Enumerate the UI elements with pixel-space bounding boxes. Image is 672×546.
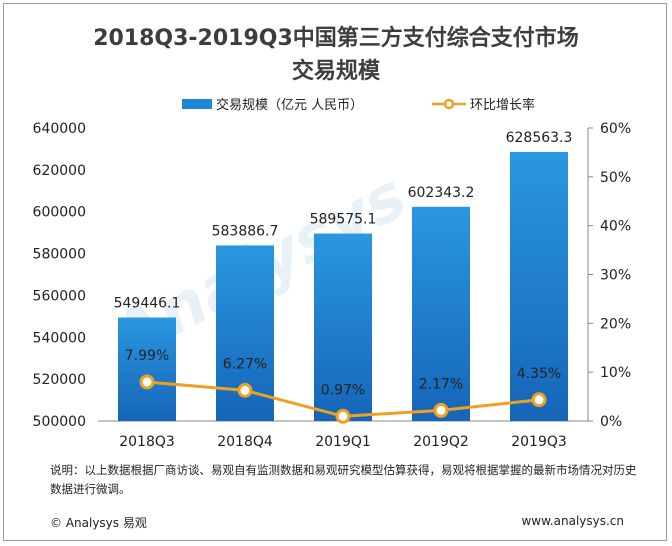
y-left-tick-label: 640000 <box>33 121 86 137</box>
legend-bar-swatch <box>182 98 212 109</box>
website-link[interactable]: www.analysys.cn <box>521 514 624 528</box>
bar-2019Q2 <box>412 206 470 421</box>
y-left-tick-label: 620000 <box>33 163 86 179</box>
growth-rate-point-2019Q2 <box>433 402 449 418</box>
y-right-tick-label: 20% <box>600 316 631 332</box>
x-tick-label: 2018Q3 <box>119 434 175 450</box>
legend-line-entry: 环比增长率 <box>432 94 535 113</box>
y-right-tick-label: 50% <box>600 170 631 186</box>
growth-rate-point-2018Q3 <box>139 374 155 390</box>
x-tick-label: 2019Q1 <box>315 434 371 450</box>
legend-bar-label: 交易规模（亿元 人民币） <box>216 98 364 113</box>
bar-2018Q3 <box>118 317 176 421</box>
y-right-tick-label: 10% <box>600 365 631 381</box>
legend-line-label: 环比增长率 <box>470 98 536 113</box>
bar-2019Q3 <box>510 151 568 422</box>
chart-title-line2: 交易规模 <box>291 59 380 84</box>
y-left-tick-label: 520000 <box>33 372 86 388</box>
growth-rate-label: 0.97% <box>321 382 365 398</box>
growth-rate-label: 2.17% <box>419 376 463 392</box>
x-tick-label: 2018Q4 <box>217 434 273 450</box>
growth-rate-point-2019Q3 <box>531 392 547 408</box>
y-right-tick-label: 0% <box>600 414 622 430</box>
footnote: 说明：以上数据根据厂商访谈、易观自有监测数据和易观研究模型估算获得，易观将根据掌… <box>50 463 637 496</box>
y-left-tick-label: 560000 <box>33 288 86 304</box>
y-left-tick-label: 580000 <box>33 247 86 263</box>
y-right-tick-label: 30% <box>600 268 631 284</box>
bar-value-label: 589575.1 <box>310 212 377 228</box>
growth-rate-label: 4.35% <box>517 366 561 382</box>
y-right-tick-label: 40% <box>600 219 631 235</box>
y-left-tick-label: 600000 <box>33 205 86 221</box>
chart-title-line1: 2018Q3-2019Q3中国第三方支付综合支付市场 <box>93 26 579 51</box>
copyright-text: © Analysys 易观 <box>50 516 147 530</box>
legend-line-swatch <box>432 98 466 109</box>
bar-2019Q1 <box>314 233 372 421</box>
x-tick-label: 2019Q3 <box>511 434 567 450</box>
y-left-tick-label: 500000 <box>33 414 86 430</box>
bar-value-label: 602343.2 <box>408 185 475 201</box>
bar-value-label: 583886.7 <box>212 223 279 239</box>
bar-value-label: 628563.3 <box>506 130 573 146</box>
y-right-tick-label: 60% <box>600 121 631 137</box>
x-tick-label: 2019Q2 <box>413 434 469 450</box>
legend-bar-entry: 交易规模（亿元 人民币） <box>182 94 363 113</box>
bar-value-label: 549446.1 <box>114 296 181 312</box>
growth-rate-point-2018Q4 <box>237 382 253 398</box>
growth-rate-label: 6.27% <box>223 356 267 372</box>
growth-rate-point-2019Q1 <box>335 408 351 424</box>
y-left-tick-label: 540000 <box>33 330 86 346</box>
growth-rate-label: 7.99% <box>125 348 169 364</box>
